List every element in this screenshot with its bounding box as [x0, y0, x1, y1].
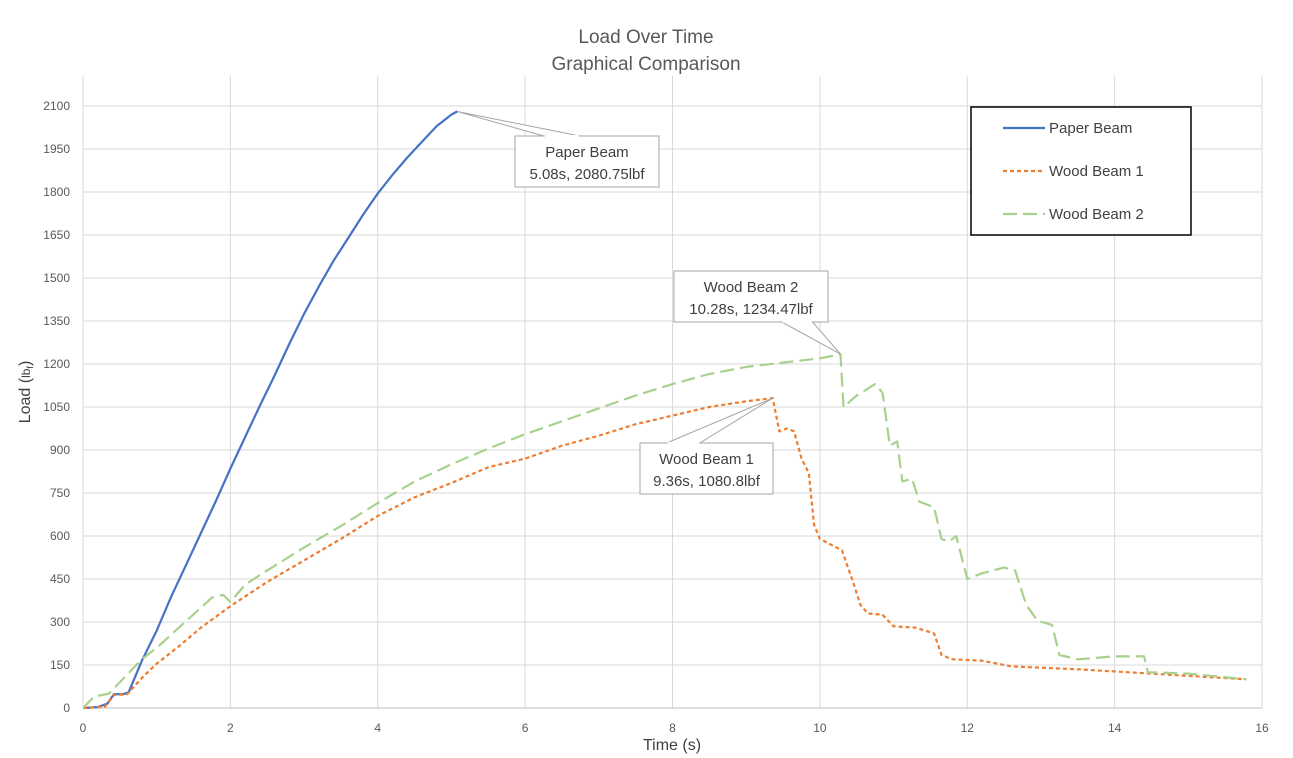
callouts: Paper Beam 5.08s, 2080.75lbf Wood Beam 2 10…: [457, 111, 841, 495]
y-tick-label: 1800: [43, 185, 70, 199]
legend-label-wood-beam-1: Wood Beam 1: [1049, 163, 1144, 180]
y-tick-label: 1200: [43, 357, 70, 371]
y-axis-label-unit: lb: [19, 368, 33, 378]
series-lines: [82, 110, 1247, 710]
callout-title-wood-beam-1: Wood Beam 1: [659, 451, 754, 468]
callout-value-paper-beam: 5.08s, 2080.75lbf: [529, 166, 645, 183]
callout-pointer-wood-beam-1: [666, 397, 773, 444]
y-tick-label: 1050: [43, 400, 70, 414]
legend: Paper Beam Wood Beam 1 Wood Beam 2: [970, 106, 1192, 236]
x-tick-label: 4: [374, 721, 381, 735]
y-tick-label: 300: [50, 615, 70, 629]
y-tick-label: 150: [50, 658, 70, 672]
svg-text:Load (lbf): Load (lbf): [17, 361, 35, 424]
x-tick-label: 14: [1108, 721, 1122, 735]
y-axis-label-close: ): [17, 361, 34, 366]
y-tick-label: 1350: [43, 314, 70, 328]
callout-value-wood-beam-1: 9.36s, 1080.8lbf: [653, 473, 761, 490]
y-tick-label: 450: [50, 572, 70, 586]
x-tick-label: 0: [80, 721, 87, 735]
y-axis-label-sub: f: [25, 366, 35, 369]
callout-box-wood-beam-2: [673, 270, 829, 323]
callout-pointer-wood-beam-2: [781, 321, 841, 355]
callout-box-wood-beam-1: [639, 442, 774, 495]
y-tick-label: 2100: [43, 99, 70, 113]
chart-title: Load Over Time: [578, 27, 713, 48]
chart-subtitle: Graphical Comparison: [551, 54, 740, 75]
series-line-paper-beam: [82, 110, 458, 710]
y-tick-labels: 0 150 300 450 600 750 900 1050 1200 1350 1500 1650 1…: [43, 99, 70, 715]
y-axis-label: Load (lbf): [17, 361, 35, 424]
callout-value-wood-beam-2: 10.28s, 1234.47lbf: [689, 301, 813, 318]
x-tick-label: 2: [227, 721, 234, 735]
x-tick-label: 16: [1255, 721, 1269, 735]
callout-box-paper-beam: [514, 135, 660, 188]
x-tick-label: 6: [522, 721, 529, 735]
callout-pointer-paper-beam: [457, 111, 580, 137]
y-tick-label: 900: [50, 443, 70, 457]
x-axis-label: Time (s): [643, 737, 701, 754]
legend-label-wood-beam-2: Wood Beam 2: [1049, 206, 1144, 223]
y-tick-label: 0: [63, 701, 70, 715]
x-tick-label: 10: [813, 721, 827, 735]
x-tick-labels: 0 2 4 6 8 10 12 14 16: [80, 721, 1269, 735]
y-tick-label: 1950: [43, 142, 70, 156]
y-axis-label-main: Load (: [17, 377, 34, 423]
y-tick-label: 1650: [43, 228, 70, 242]
series-line-wood-beam-2: [82, 353, 1247, 709]
x-tick-label: 12: [961, 721, 975, 735]
y-tick-label: 1500: [43, 271, 70, 285]
x-tick-label: 8: [669, 721, 676, 735]
series-line-wood-beam-1: [82, 397, 1247, 710]
y-tick-label: 600: [50, 529, 70, 543]
callout-title-wood-beam-2: Wood Beam 2: [704, 279, 799, 296]
y-tick-label: 750: [50, 486, 70, 500]
callout-title-paper-beam: Paper Beam: [545, 144, 628, 161]
legend-label-paper-beam: Paper Beam: [1049, 120, 1132, 137]
